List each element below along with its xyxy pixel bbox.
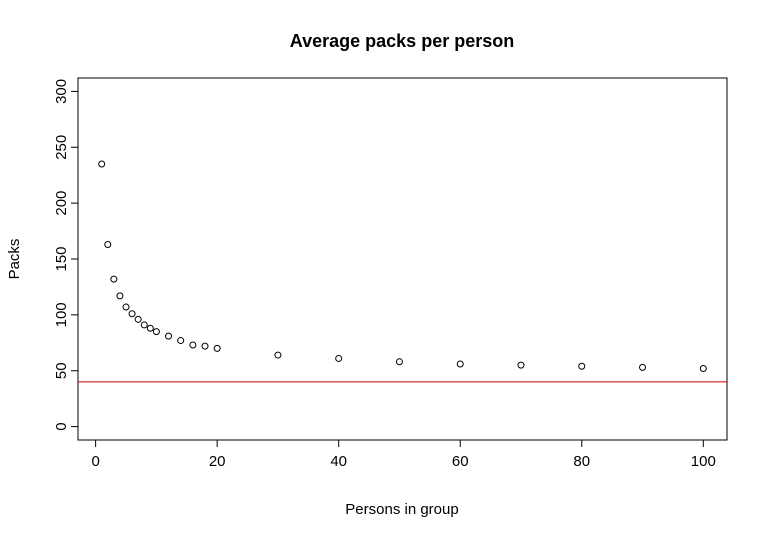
y-tick-label: 0 xyxy=(53,422,70,430)
data-point xyxy=(146,324,154,332)
plot-frame xyxy=(77,77,728,441)
data-point xyxy=(134,315,142,323)
data-point xyxy=(165,332,173,340)
data-point xyxy=(213,344,221,352)
data-point xyxy=(395,358,403,366)
y-tick-label: 300 xyxy=(53,79,70,104)
chart-title: Average packs per person xyxy=(290,31,514,51)
data-points xyxy=(98,160,707,372)
y-tick-label: 100 xyxy=(53,302,70,327)
y-axis-label: Packs xyxy=(6,239,23,280)
data-point xyxy=(335,354,343,362)
data-point xyxy=(639,363,647,371)
y-axis: 0 50 100 150 200 250 300 xyxy=(53,79,79,431)
data-point xyxy=(699,364,707,372)
data-point xyxy=(116,292,124,300)
y-tick-label: 200 xyxy=(53,191,70,216)
x-tick-label: 40 xyxy=(330,453,347,470)
y-tick-label: 250 xyxy=(53,135,70,160)
data-point xyxy=(578,362,586,370)
data-point xyxy=(110,275,118,283)
y-tick-label: 150 xyxy=(53,246,70,271)
data-point xyxy=(104,240,112,248)
x-tick-label: 60 xyxy=(452,453,469,470)
x-tick-label: 80 xyxy=(573,453,590,470)
x-axis-label: Persons in group xyxy=(345,501,458,518)
x-tick-label: 100 xyxy=(691,453,716,470)
x-tick-label: 20 xyxy=(209,453,226,470)
data-point xyxy=(140,321,148,329)
data-point xyxy=(122,303,130,311)
data-point xyxy=(152,328,160,336)
data-point xyxy=(456,360,464,368)
x-tick-label: 0 xyxy=(91,453,99,470)
x-axis: 0 20 40 60 80 100 xyxy=(91,439,716,470)
data-point xyxy=(517,361,525,369)
data-point xyxy=(274,351,282,359)
data-point xyxy=(201,342,209,350)
data-point xyxy=(189,341,197,349)
y-tick-label: 50 xyxy=(53,362,70,379)
data-point xyxy=(98,160,106,168)
data-point xyxy=(177,337,185,345)
data-point xyxy=(128,310,136,318)
